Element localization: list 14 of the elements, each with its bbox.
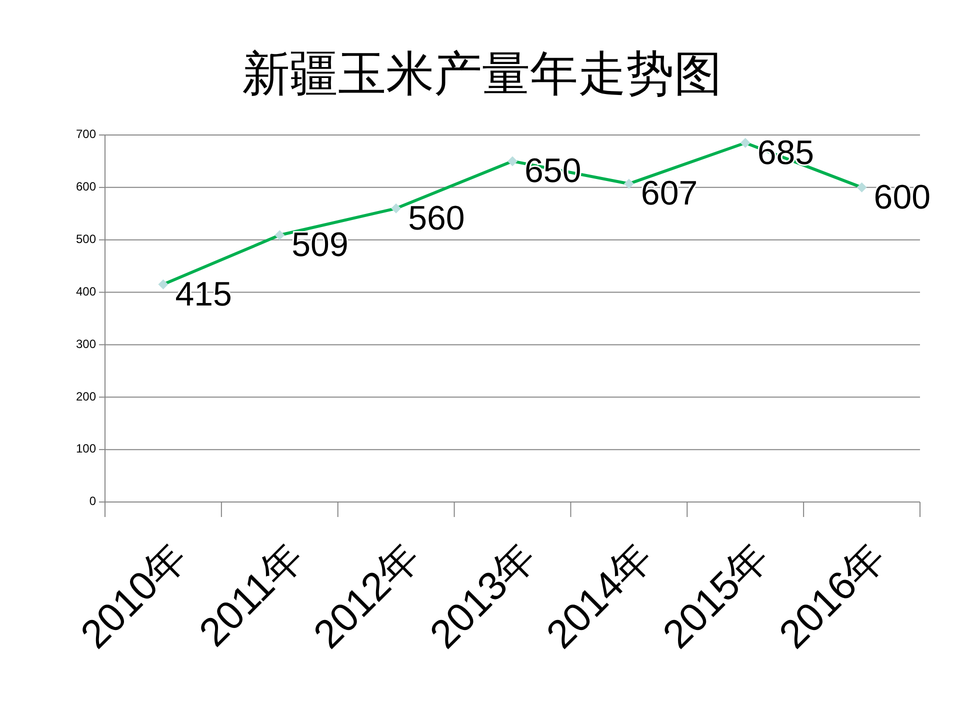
data-label: 415 (175, 275, 232, 314)
data-label: 600 (874, 178, 931, 216)
data-label: 509 (292, 226, 348, 264)
y-tick-label: 400 (76, 284, 96, 298)
data-label: 607 (640, 174, 698, 213)
y-tick-label: 100 (76, 442, 96, 456)
y-tick-label: 0 (89, 494, 96, 508)
y-tick-label: 200 (76, 389, 96, 404)
data-label: 560 (408, 199, 465, 238)
y-tick-label: 700 (76, 127, 96, 142)
y-tick-label: 300 (76, 336, 96, 351)
y-tick-label: 600 (76, 180, 96, 194)
chart-title: 新疆玉米产量年走势图 (242, 46, 722, 102)
y-tick-label: 500 (76, 232, 96, 246)
